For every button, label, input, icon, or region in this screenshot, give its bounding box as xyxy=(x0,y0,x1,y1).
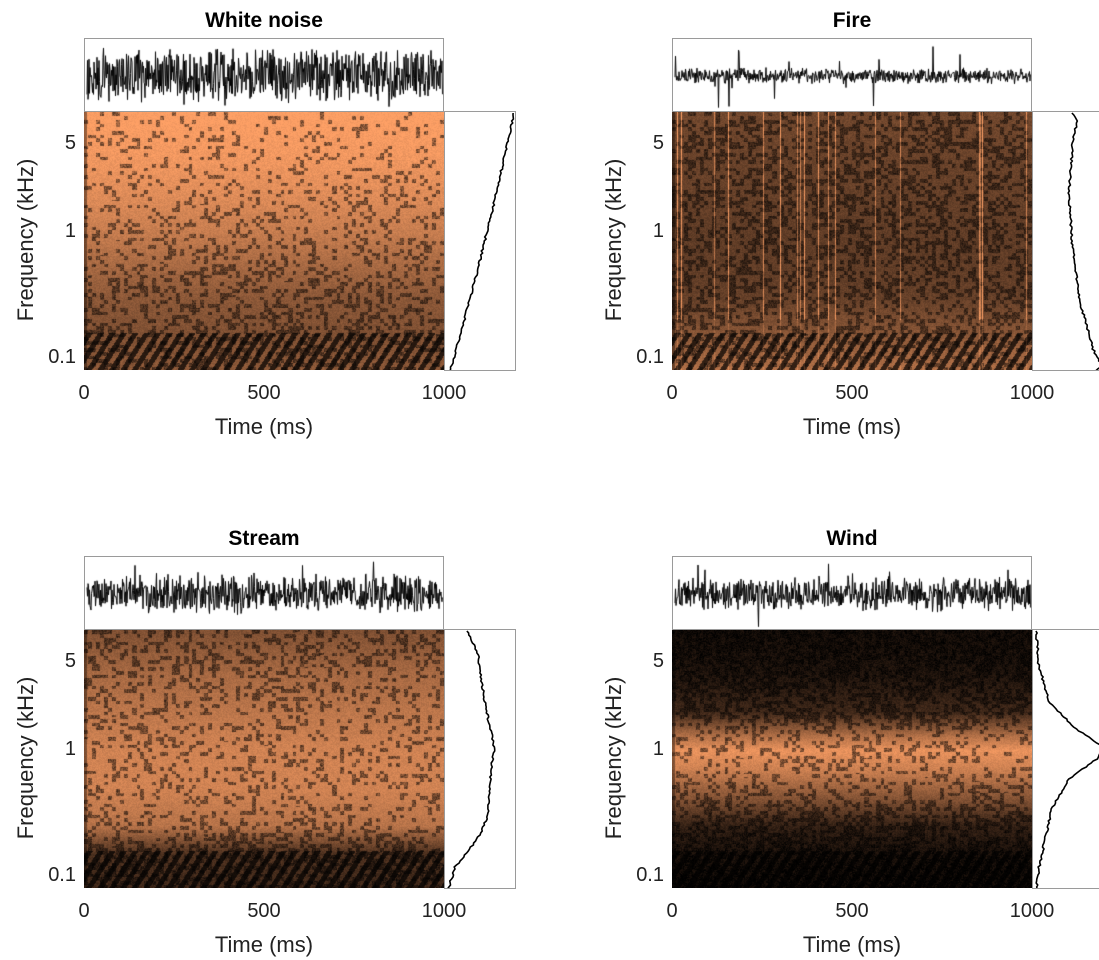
frequency-profile-plot xyxy=(1032,629,1099,889)
waveform-plot xyxy=(84,556,445,631)
x-tick-label: 1000 xyxy=(1009,900,1055,922)
x-axis-label: Time (ms) xyxy=(802,932,902,957)
x-tick-label: 500 xyxy=(247,382,281,404)
chart-title: White noise xyxy=(205,9,323,32)
y-tick-label: 5 xyxy=(652,132,664,155)
y-axis-label: Frequency (kHz) xyxy=(601,676,626,840)
waveform-trace xyxy=(673,39,1033,113)
x-tick-label: 0 xyxy=(666,900,678,922)
waveform-trace xyxy=(85,557,445,631)
frequency-profile-line xyxy=(1035,630,1099,888)
waveform-trace xyxy=(85,39,445,113)
y-tick-label: 5 xyxy=(64,650,76,673)
x-tick-label: 1000 xyxy=(1009,382,1055,404)
y-tick-label: 0.1 xyxy=(48,345,76,368)
x-axis-label: Time (ms) xyxy=(214,932,314,957)
frequency-profile-line xyxy=(449,112,515,370)
y-axis-label: Frequency (kHz) xyxy=(13,676,38,840)
frequency-profile-line xyxy=(1067,112,1099,370)
waveform-plot xyxy=(672,38,1033,113)
frequency-profile-plot xyxy=(1032,111,1099,371)
y-tick-label: 5 xyxy=(652,650,664,673)
y-tick-label: 0.1 xyxy=(48,863,76,886)
y-tick-label: 0.1 xyxy=(636,345,664,368)
y-tick-label: 1 xyxy=(652,738,664,761)
y-axis-label: Frequency (kHz) xyxy=(601,158,626,322)
y-tick-label: 5 xyxy=(64,132,76,155)
chart-title: Fire xyxy=(832,9,872,32)
frequency-profile-plot xyxy=(444,111,516,371)
y-axis-label: Frequency (kHz) xyxy=(13,158,38,322)
waveform-trace xyxy=(673,557,1033,631)
x-tick-label: 1000 xyxy=(421,900,467,922)
x-tick-label: 500 xyxy=(247,900,281,922)
y-tick-label: 1 xyxy=(64,738,76,761)
waveform-plot xyxy=(84,38,445,113)
waveform-plot xyxy=(672,556,1033,631)
x-tick-label: 500 xyxy=(835,382,869,404)
chart-title: Stream xyxy=(228,527,300,550)
x-axis-label: Time (ms) xyxy=(214,414,314,439)
frequency-profile-plot xyxy=(444,629,516,889)
frequency-profile-line xyxy=(447,630,496,888)
chart-title: Wind xyxy=(826,527,878,550)
x-tick-label: 0 xyxy=(666,382,678,404)
x-tick-label: 1000 xyxy=(421,382,467,404)
y-tick-label: 0.1 xyxy=(636,863,664,886)
x-tick-label: 500 xyxy=(835,900,869,922)
y-tick-label: 1 xyxy=(652,220,664,243)
x-axis-label: Time (ms) xyxy=(802,414,902,439)
x-tick-label: 0 xyxy=(78,900,90,922)
y-tick-label: 1 xyxy=(64,220,76,243)
x-tick-label: 0 xyxy=(78,382,90,404)
